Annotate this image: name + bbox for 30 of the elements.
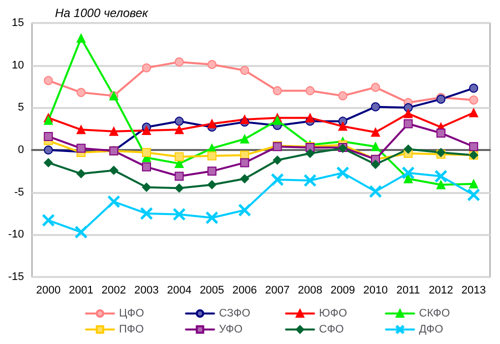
x-tick-label: 2003 (134, 284, 159, 296)
y-tick-label: -15 (8, 271, 24, 283)
legend-label: СЗФО (219, 308, 251, 320)
y-tick-label: 15 (12, 17, 24, 29)
x-tick-label: 2011 (396, 284, 420, 296)
y-tick-label: 10 (12, 59, 24, 72)
legend-label: СФО (319, 324, 344, 336)
x-tick-label: 2010 (363, 284, 388, 296)
x-tick-label: 2001 (68, 284, 94, 296)
x-tick-label: 2004 (166, 284, 192, 296)
x-tick-label: 2006 (232, 284, 257, 296)
legend-label: ДФО (419, 324, 444, 336)
x-tick-label: 2000 (36, 284, 61, 296)
x-tick-label: 2002 (102, 284, 126, 296)
y-tick-label: 5 (18, 102, 24, 114)
chart-title: На 1000 человек (55, 6, 150, 20)
x-tick-label: 2005 (200, 284, 224, 296)
x-tick-label: 2013 (461, 284, 486, 296)
legend-label: ПФО (119, 324, 144, 336)
y-tick-label: -10 (8, 228, 24, 241)
legend-label: СКФО (419, 308, 450, 320)
y-tick-label: 0 (18, 144, 24, 156)
y-tick-label: -5 (14, 186, 24, 198)
legend-label: ЮФО (319, 308, 348, 320)
x-tick-label: 2012 (428, 284, 454, 296)
legend-label: ЦФО (119, 308, 144, 320)
x-tick-label: 2009 (330, 284, 356, 296)
legend-label: УФО (219, 324, 243, 336)
x-tick-label: 2008 (298, 284, 322, 296)
x-tick-label: 2007 (265, 284, 290, 296)
